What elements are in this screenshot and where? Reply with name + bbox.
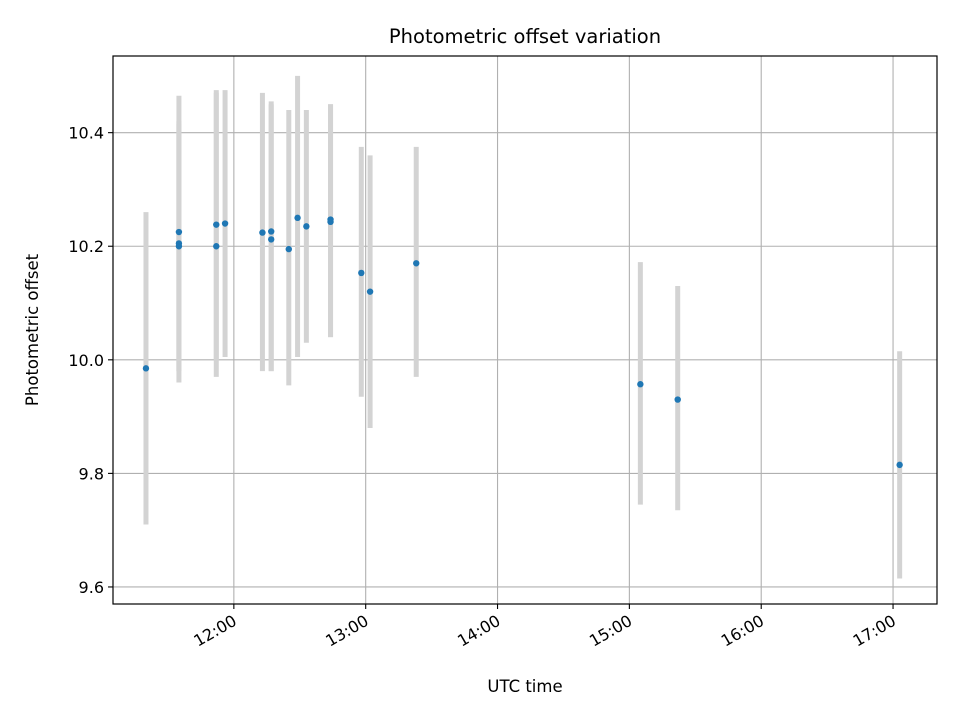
x-tick-label: 16:00 [718,611,767,651]
data-point [221,220,229,227]
x-tick-label: 17:00 [850,611,899,651]
x-tick-label: 14:00 [454,611,503,651]
plot-frame [112,55,938,605]
data-point [268,236,275,243]
data-point [674,396,681,403]
data-point [327,218,334,226]
y-tick-label: 10.2 [68,237,104,256]
axis-ticks: 12:00 13:00 14:00 15:00 16:00 17:00 9.6 9.8 10.0… [68,124,899,651]
data-point [294,214,301,222]
y-tick-label: 9.6 [79,578,104,597]
data-point [213,243,220,250]
data-point [358,269,365,277]
data-point [259,229,266,236]
x-tick-label: 15:00 [586,611,635,651]
data-points [142,214,903,469]
data-point [637,381,644,388]
chart-title: Photometric offset variation [389,25,661,48]
data-point [303,223,310,230]
data-point [268,228,275,235]
data-point [366,288,374,295]
y-axis-label: Photometric offset [23,253,42,406]
grid [113,56,937,604]
y-tick-label: 9.8 [79,464,104,483]
error-bars [143,75,903,579]
data-point [285,245,292,253]
x-tick-label: 12:00 [190,611,239,651]
data-point [213,221,220,228]
y-tick-label: 10.0 [68,351,104,370]
x-tick-label: 13:00 [322,611,371,651]
data-point [142,365,150,372]
data-point [175,243,183,250]
y-tick-label: 10.4 [68,124,104,143]
x-axis-label: UTC time [487,677,562,696]
data-point [175,228,183,236]
data-point [896,461,903,469]
data-point [413,260,420,267]
